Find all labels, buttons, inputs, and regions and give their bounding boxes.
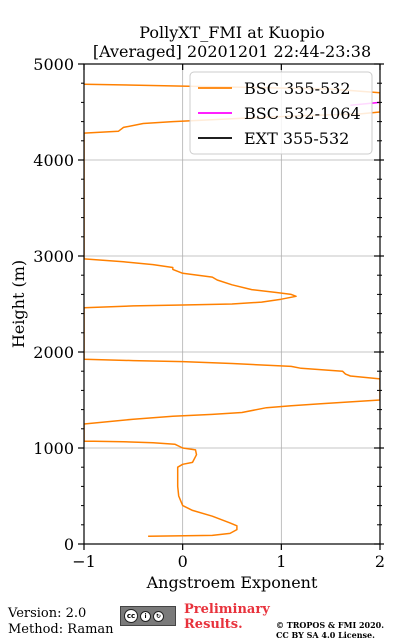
y-tick-label: 2000 [33,343,74,362]
attribution-icon: i [140,610,151,622]
legend-box [189,71,373,155]
preliminary-notice: Preliminary Results. [184,602,270,632]
y-axis-label: Height (m) [9,260,28,348]
preliminary-line1: Preliminary [184,602,270,617]
x-tick-label: 2 [375,552,385,571]
series-line-bsc-355-532 [84,83,380,538]
legend: BSC 355-532 BSC 532-1064 EXT 355-532 [189,71,373,155]
method-label: Method: Raman [8,622,114,637]
y-tick-label: 4000 [33,151,74,170]
copyright-notice: © TROPOS & FMI 2020. CC BY SA 4.0 Licens… [276,620,384,640]
cc-license-badge: cc i ↻ [120,606,176,626]
cc-icon: cc [124,609,138,623]
legend-label: BSC 532-1064 [244,104,361,123]
share-alike-icon: ↻ [153,610,164,622]
y-tick-label: 1000 [33,439,74,458]
y-tick-label: 5000 [33,55,74,74]
version-label: Version: 2.0 [8,606,87,621]
preliminary-line2: Results. [184,617,243,632]
copyright-line1: © TROPOS & FMI 2020. [276,620,385,630]
x-tick-label: 0 [178,552,188,571]
x-tick-label: 1 [276,552,286,571]
copyright-line2: CC BY SA 4.0 License. [276,630,375,640]
plot-frame [83,63,381,545]
legend-label: EXT 355-532 [244,129,349,148]
legend-label: BSC 355-532 [244,79,351,98]
chart-title-line2: [Averaged] 20201201 22:44-23:38 [93,42,371,61]
y-tick-label: 3000 [33,247,74,266]
y-tick-label: 0 [64,535,74,554]
x-tick-label: −1 [72,552,96,571]
x-axis-label: Angstroem Exponent [146,573,318,592]
chart-title-line1: PollyXT_FMI at Kuopio [139,23,325,42]
